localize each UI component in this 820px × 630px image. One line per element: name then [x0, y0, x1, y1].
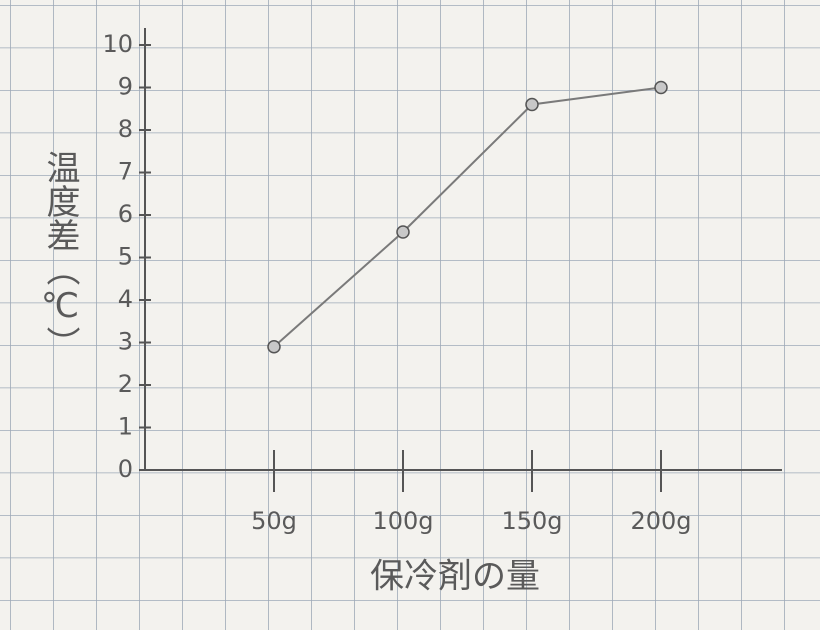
x-tick-label: 100g — [372, 507, 433, 535]
y-tick-label: 4 — [118, 285, 133, 313]
data-point — [525, 97, 539, 112]
y-tick-label: 0 — [118, 455, 133, 483]
data-line — [273, 86, 662, 348]
x-axis-title: 保冷剤の量 — [370, 557, 540, 597]
y-tick-label: 7 — [118, 158, 133, 186]
y-tick-label: 3 — [118, 328, 133, 356]
y-tick-label: 10 — [102, 30, 133, 58]
y-tick-label: 5 — [118, 243, 133, 271]
y-tick-label: 9 — [118, 73, 133, 101]
x-tick-label: 50g — [251, 507, 297, 535]
y-tick-label: 2 — [118, 370, 133, 398]
x-tick-label: 150g — [501, 507, 562, 535]
x-tick-label: 200g — [630, 507, 691, 535]
y-axis-title: 温度差（℃） — [40, 150, 80, 360]
y-tick-label: 6 — [118, 200, 133, 228]
data-point — [654, 80, 668, 95]
y-tick-label: 8 — [118, 115, 133, 143]
data-point — [396, 225, 410, 239]
y-tick-label: 1 — [118, 413, 133, 441]
data-point — [267, 340, 281, 354]
